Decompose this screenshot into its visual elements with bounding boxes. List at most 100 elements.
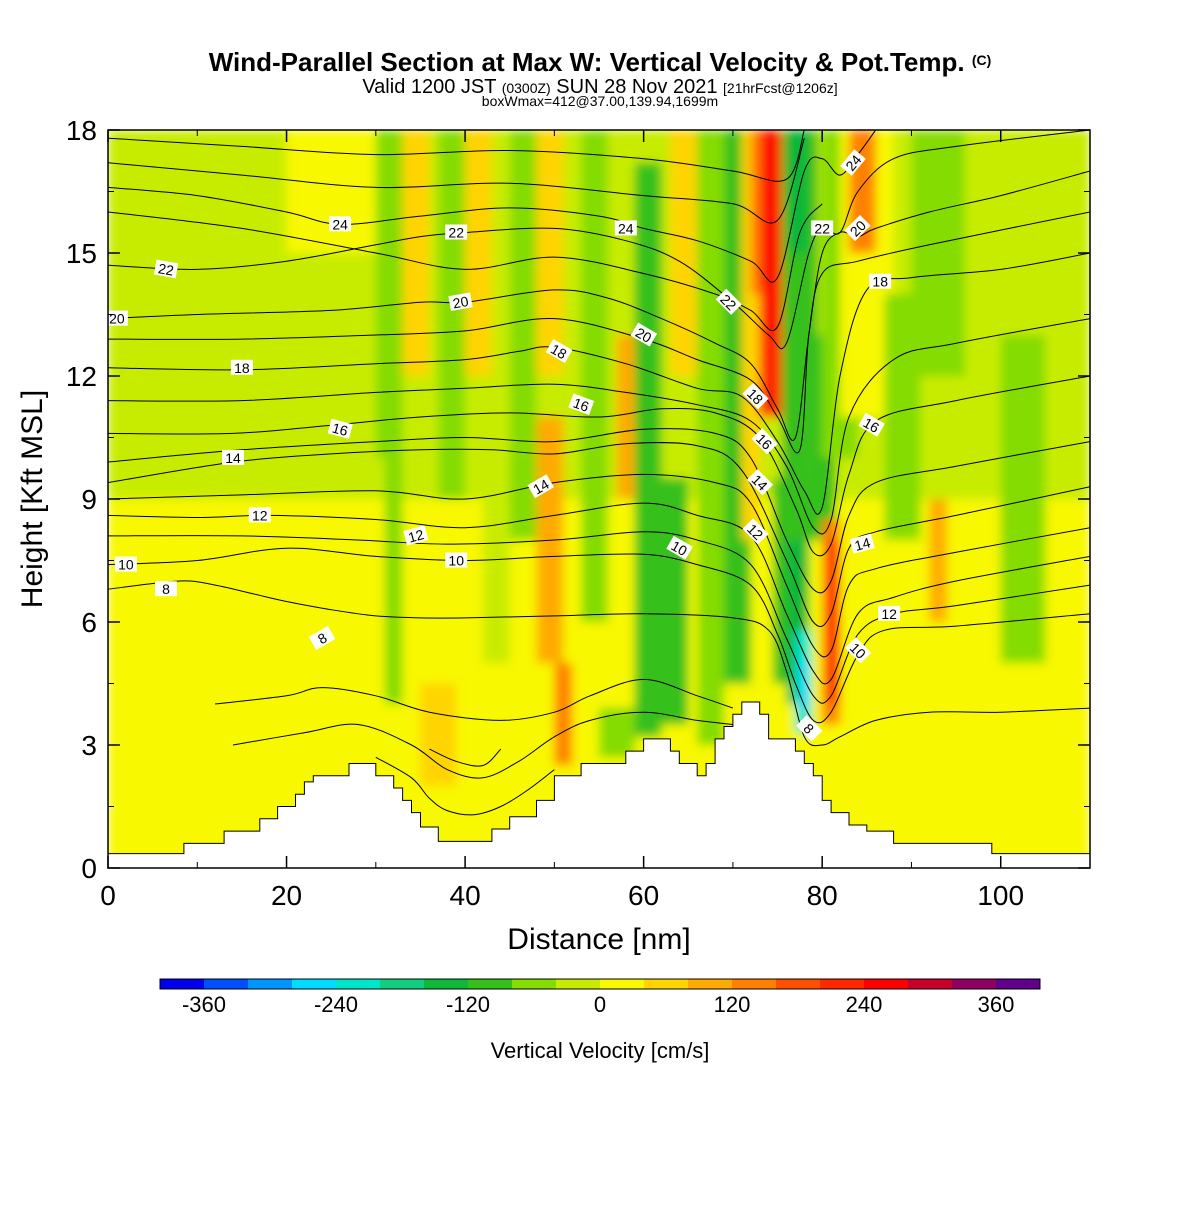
theta-label-text: 14 [853, 534, 872, 554]
theta-label-bg [796, 715, 823, 742]
colorbar-tick-label: 240 [846, 992, 883, 1017]
w-patch-19 [634, 162, 662, 737]
subtitle-utc: (0300Z) [502, 80, 551, 96]
theta-label-bg [308, 625, 336, 650]
theta-label-bg [329, 216, 352, 232]
theta-label-12-2: 12 [742, 518, 769, 545]
theta-label-bg [568, 393, 595, 416]
colorbar-swatch-15 [820, 979, 865, 989]
colorbar: -360 -240 -120 0 120 240 360 [159, 978, 1041, 1017]
contour-labels: 8 8 8 10 10 10 10 12 12 12 12 14 14 14 14 16 16 16 16 18 18 1… [105, 149, 901, 742]
theta-label-14-0: 14 [222, 450, 244, 466]
theta-label-12-1: 12 [403, 525, 429, 546]
theta-label-text: 12 [406, 526, 425, 546]
theta-label-bg [448, 292, 473, 312]
theta-label-bg [545, 338, 573, 363]
subtitle-date: SUN 28 Nov 2021 [556, 76, 717, 98]
theta-label-text: 24 [332, 216, 348, 232]
theta-label-16-2: 16 [751, 428, 778, 455]
theta-label-text: 14 [530, 476, 552, 498]
theta-label-bg [222, 450, 244, 465]
theta-contour-unlabeled-10 [108, 138, 805, 224]
x-tick-label: 20 [271, 880, 302, 911]
colorbar-swatch-18 [952, 979, 997, 989]
theta-label-20-3: 20 [844, 214, 871, 242]
colorbar-swatch-2 [248, 979, 293, 989]
theta-label-bg [715, 288, 742, 315]
theta-label-bg [403, 525, 429, 546]
terrain [108, 701, 1090, 868]
colorbar-swatch-11 [644, 979, 689, 989]
theta-label-8-1: 8 [308, 625, 336, 650]
w-patch-46 [1036, 130, 1090, 294]
x-tick-label: 0 [100, 880, 116, 911]
theta-label-bg [869, 273, 892, 289]
theta-label-22-2: 22 [715, 288, 742, 315]
theta-label-text: 22 [814, 220, 830, 236]
x-tick-label: 80 [807, 880, 838, 911]
colorbar-swatch-19 [996, 979, 1041, 989]
theta-label-bg [742, 518, 769, 545]
colorbar-swatch-12 [688, 979, 733, 989]
potential-temperature-contours [108, 130, 1090, 816]
theta-label-16-1: 16 [568, 393, 595, 416]
colorbar-swatch-8 [512, 979, 557, 989]
theta-label-10-0: 10 [114, 556, 137, 573]
theta-label-20-1: 20 [448, 292, 473, 312]
theta-contour-unlabeled-19 [375, 756, 555, 816]
theta-label-text: 10 [669, 537, 691, 559]
theta-contour-unlabeled-18 [232, 711, 733, 779]
theta-label-text: 8 [162, 581, 170, 597]
x-tick-label: 100 [977, 880, 1024, 911]
colorbar-swatch-16 [864, 979, 909, 989]
theta-contour-unlabeled-15 [108, 473, 1090, 658]
theta-label-text: 10 [448, 553, 464, 569]
colorbar-swatch-13 [732, 979, 777, 989]
theta-label-10-2: 10 [666, 535, 693, 560]
x-tick-label: 40 [450, 880, 481, 911]
theta-label-text: 10 [118, 557, 134, 573]
theta-label-18-0: 18 [230, 359, 253, 376]
theta-label-12-3: 12 [878, 605, 901, 622]
w-patch-43 [929, 499, 948, 622]
chart-title-mark: (C) [972, 52, 991, 68]
colorbar-swatch-5 [380, 979, 425, 989]
theta-contour-12 [108, 502, 1090, 685]
theta-label-bg [844, 214, 871, 242]
theta-contour-unlabeled-12 [108, 211, 1090, 454]
chart-title: Wind-Parallel Section at Max W: Vertical… [209, 47, 965, 77]
theta-label-bg [742, 383, 769, 410]
theta-label-24-0: 24 [329, 216, 352, 232]
theta-label-18-3: 18 [869, 273, 892, 290]
theta-label-bg [630, 322, 658, 347]
w-patch-7 [402, 130, 430, 376]
w-patch-15 [554, 663, 573, 766]
theta-label-20-0: 20 [105, 310, 128, 327]
theta-label-text: 18 [234, 360, 250, 376]
axis-ticks: 0 20 40 60 80 100 0 3 6 9 12 15 18 [66, 115, 1090, 911]
y-tick-label: 3 [81, 730, 97, 761]
theta-contour-unlabeled-13 [108, 318, 1090, 535]
vertical-velocity-field [108, 130, 1090, 868]
colorbar-swatch-4 [336, 979, 381, 989]
y-tick-label: 0 [81, 853, 97, 884]
x-axis-label: Distance [nm] [507, 923, 690, 956]
colorbar-swatch-3 [292, 979, 337, 989]
w-patch-32 [799, 658, 809, 713]
theta-label-10-1: 10 [445, 552, 468, 569]
colorbar-tick-label: -360 [182, 992, 226, 1017]
theta-label-text: 22 [157, 260, 175, 278]
theta-label-text: 20 [109, 311, 125, 327]
box-wmax-text: boxWmax=412@37.00,139.94,1699m [482, 93, 718, 109]
y-tick-label: 6 [81, 607, 97, 638]
w-patch-8 [420, 683, 457, 786]
theta-contour-unlabeled-11 [108, 203, 823, 331]
w-patch-10 [465, 130, 492, 376]
theta-label-text: 16 [331, 420, 350, 440]
w-patch-16 [581, 130, 608, 622]
theta-label-bg [845, 637, 872, 664]
w-patch-38 [829, 581, 839, 684]
w-patch-21 [670, 130, 698, 376]
